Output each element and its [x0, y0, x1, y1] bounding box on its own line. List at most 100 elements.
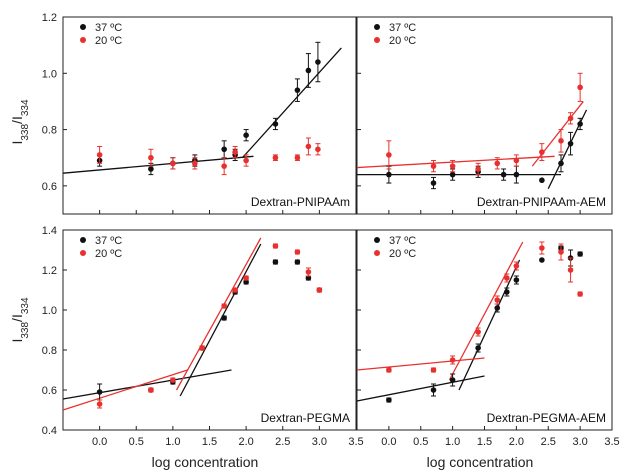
- point-37c: [221, 315, 227, 321]
- point-20c: [315, 146, 321, 153]
- point-20c: [243, 275, 249, 281]
- point-20c: [577, 291, 583, 297]
- point-20c: [232, 287, 238, 293]
- point-37c: [243, 132, 249, 138]
- x-tick-label: 1.0: [165, 436, 180, 448]
- panel-title: Dextran-PEGMA-AEM: [487, 411, 606, 425]
- point-37c: [577, 121, 583, 127]
- point-20c: [567, 267, 574, 273]
- x-axis-label-left: log concentration: [152, 454, 259, 470]
- legend-label: 37 ºC: [95, 22, 122, 34]
- point-37c: [148, 166, 154, 172]
- point-20c: [96, 152, 103, 158]
- point-20c: [232, 149, 238, 155]
- point-20c: [305, 269, 312, 275]
- point-37c: [577, 251, 583, 257]
- x-tick-label: 2.0: [238, 436, 253, 448]
- x-tick-label: 2.0: [509, 436, 524, 448]
- fit-line: [241, 47, 342, 159]
- legend-marker: [80, 24, 86, 30]
- panel-title: Dextran-PNIPAAm-AEM: [477, 195, 606, 209]
- x-tick-label: 3.0: [572, 436, 587, 448]
- point-37c: [475, 345, 481, 351]
- legend-marker: [80, 250, 86, 256]
- point-20c: [148, 154, 154, 161]
- y-tick-label: 0.8: [42, 345, 57, 357]
- panel-3: 0.4 0.6 0.8 1.0 1.2 1.4 0.0 0.5 1.0 1.5 2.0 2.5 3.0 3…: [42, 225, 364, 448]
- fit-line: [458, 259, 521, 391]
- fit-line: [62, 369, 232, 400]
- point-37c: [272, 121, 279, 127]
- fit-line: [448, 241, 524, 381]
- x-tick-label: 3.5: [604, 436, 619, 448]
- fit-line: [175, 237, 262, 391]
- legend-label: 20 ºC: [389, 35, 416, 47]
- point-20c: [294, 154, 301, 161]
- fit-line: [62, 155, 254, 174]
- point-37c: [294, 87, 301, 93]
- point-20c: [170, 160, 176, 167]
- point-20c: [513, 157, 520, 164]
- legend-marker: [80, 37, 86, 43]
- point-37c: [539, 177, 545, 184]
- panel-title: Dextran-PNIPAAm: [251, 195, 350, 209]
- point-37c: [294, 259, 301, 265]
- legend-label: 20 ºC: [389, 248, 416, 260]
- x-tick-label: 3.5: [348, 436, 363, 448]
- point-37c: [272, 259, 279, 265]
- point-20c: [567, 115, 574, 122]
- x-tick-label: 3.0: [312, 436, 327, 448]
- point-20c: [475, 329, 481, 335]
- x-tick-label: 2.5: [541, 436, 556, 448]
- point-37c: [221, 146, 227, 153]
- point-37c: [305, 275, 312, 281]
- point-20c: [386, 367, 392, 373]
- point-20c: [221, 163, 227, 169]
- legend-label: 20 ºC: [95, 35, 122, 47]
- legend-label: 37 ºC: [389, 235, 416, 247]
- point-37c: [500, 171, 507, 178]
- point-37c: [558, 160, 564, 167]
- point-20c: [449, 357, 456, 363]
- y-axis-label-top: I338/I334: [9, 99, 31, 144]
- point-37c: [449, 377, 456, 383]
- point-20c: [170, 377, 176, 383]
- x-tick-label: 0.5: [129, 436, 144, 448]
- point-20c: [192, 160, 198, 167]
- point-20c: [221, 303, 227, 309]
- legend-label: 20 ºC: [95, 248, 122, 260]
- point-37c: [504, 289, 510, 295]
- point-20c: [539, 245, 545, 251]
- point-37c: [449, 171, 456, 178]
- point-37c: [430, 180, 437, 186]
- x-axis-label-right: log concentration: [427, 454, 534, 470]
- point-20c: [305, 143, 312, 150]
- fit-line: [531, 101, 584, 167]
- point-20c: [430, 163, 437, 169]
- y-tick-label: 0.6: [42, 385, 57, 397]
- point-20c: [513, 263, 520, 269]
- plot-frame: [356, 229, 613, 431]
- point-37c: [494, 305, 501, 311]
- point-20c: [494, 297, 501, 303]
- point-20c: [504, 275, 510, 281]
- legend-marker: [374, 250, 380, 256]
- point-37c: [430, 387, 437, 393]
- point-20c: [539, 149, 545, 155]
- point-20c: [272, 154, 279, 161]
- point-37c: [513, 277, 520, 283]
- x-tick-label: 0.0: [381, 436, 396, 448]
- y-tick-label: 1.0: [42, 305, 57, 317]
- fit-line: [356, 375, 485, 402]
- legend-label: 37 ºC: [389, 22, 416, 34]
- point-37c: [315, 59, 321, 65]
- point-20c: [316, 287, 323, 293]
- point-37c: [305, 67, 312, 74]
- y-tick-label: 0.4: [42, 425, 57, 437]
- y-axis-label-bottom: I338/I334: [9, 297, 31, 342]
- y-tick-label: 1.0: [42, 68, 57, 80]
- x-tick-label: 1.5: [202, 436, 217, 448]
- point-20c: [430, 367, 437, 373]
- point-20c: [475, 166, 481, 172]
